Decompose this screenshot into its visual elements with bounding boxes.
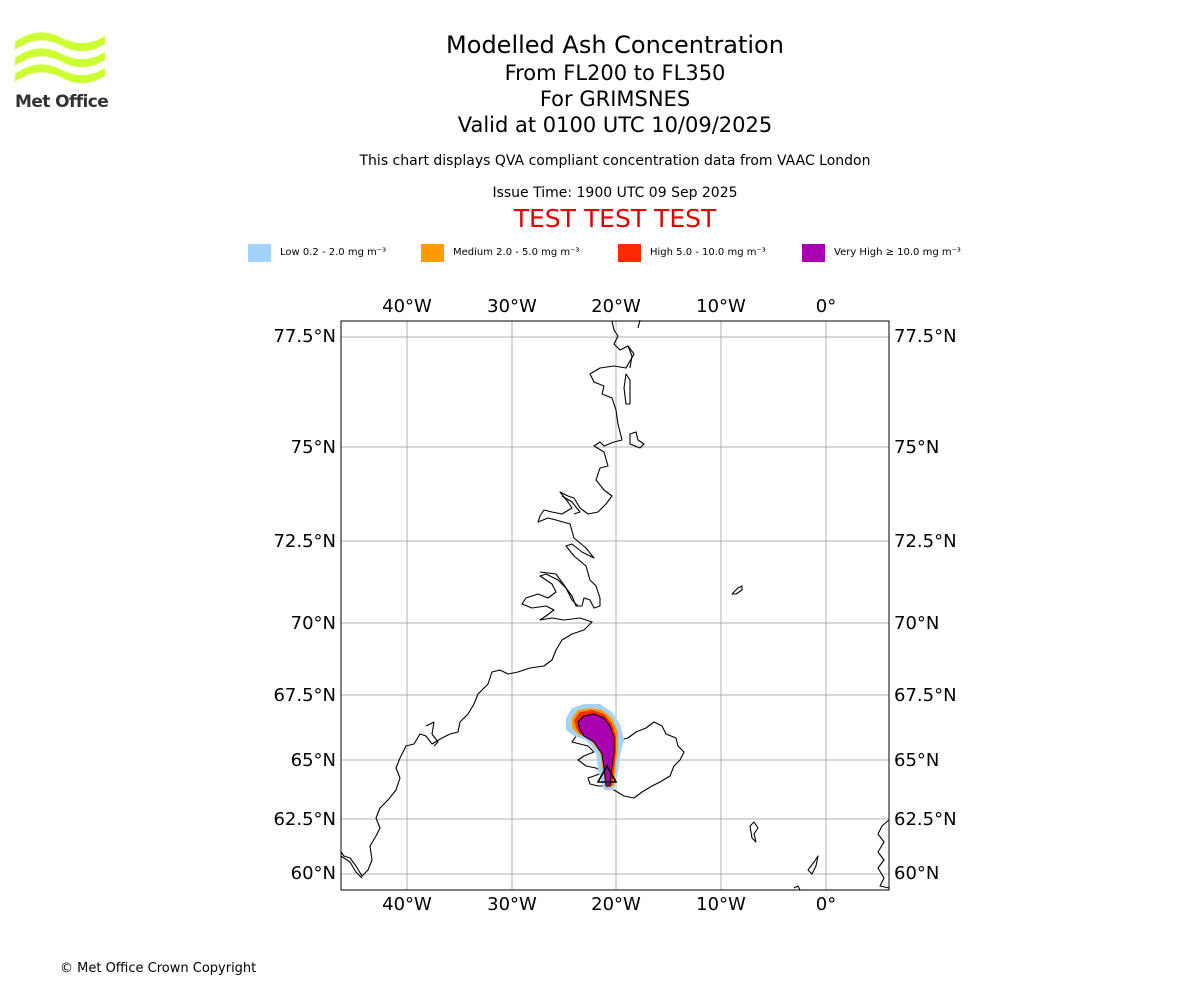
faroe-islands-coast xyxy=(749,821,759,843)
greenland-fjord-2 xyxy=(623,373,631,405)
greenland-fjord-1 xyxy=(627,345,633,369)
map-frame xyxy=(340,320,890,891)
left-lat-labels: 77.5°N 75°N 72.5°N 70°N 67.5°N 65°N 62.5… xyxy=(273,326,336,884)
lat-label-left-77-5n: 77.5°N xyxy=(273,326,336,347)
ash-plume xyxy=(566,704,624,790)
lat-label-right-60n: 60°N xyxy=(894,863,939,884)
lat-label-right-67-5n: 67.5°N xyxy=(894,685,957,706)
chart-description: This chart displays QVA compliant concen… xyxy=(359,153,871,169)
legend-label-medium: Medium 2.0 - 5.0 mg m⁻³ xyxy=(453,247,580,258)
lon-label-top-40w: 40°W xyxy=(382,296,432,317)
test-banner: TEST TEST TEST xyxy=(513,204,717,233)
flight-level-range: From FL200 to FL350 xyxy=(504,61,726,85)
greenland-east-coast xyxy=(340,320,635,877)
lat-label-left-65n: 65°N xyxy=(291,750,336,771)
legend-swatch-low xyxy=(248,244,271,262)
lon-label-bottom-40w: 40°W xyxy=(382,894,432,915)
lat-label-right-75n: 75°N xyxy=(894,437,939,458)
right-lat-labels: 77.5°N 75°N 72.5°N 70°N 67.5°N 65°N 62.5… xyxy=(894,326,957,884)
lon-label-bottom-10w: 10°W xyxy=(696,894,746,915)
lat-label-left-67-5n: 67.5°N xyxy=(273,685,336,706)
shetland-coast xyxy=(807,855,819,875)
lon-label-bottom-30w: 30°W xyxy=(487,894,537,915)
coastlines xyxy=(340,319,890,891)
lon-label-bottom-0: 0° xyxy=(816,894,836,915)
greenland-south-tip xyxy=(340,855,363,879)
lat-label-right-77-5n: 77.5°N xyxy=(894,326,957,347)
legend-swatch-high xyxy=(618,244,641,262)
copyright-notice: © Met Office Crown Copyright xyxy=(60,961,257,976)
lat-label-right-62-5n: 62.5°N xyxy=(894,809,957,830)
norway-coast xyxy=(877,819,890,889)
chart-header: Modelled Ash Concentration From FL200 to… xyxy=(0,30,1200,234)
graticule xyxy=(341,321,889,890)
volcano-name: For GRIMSNES xyxy=(539,87,691,111)
valid-time: Valid at 0100 UTC 10/09/2025 xyxy=(457,113,773,137)
lon-label-top-20w: 20°W xyxy=(591,296,641,317)
bottom-lon-labels: 40°W 30°W 20°W 10°W 0° xyxy=(382,894,836,915)
lat-label-left-62-5n: 62.5°N xyxy=(273,809,336,830)
jan-mayen-coast xyxy=(731,585,743,595)
legend-label-high: High 5.0 - 10.0 mg m⁻³ xyxy=(650,247,766,258)
greenland-fjord-3 xyxy=(629,431,645,449)
lat-label-right-70n: 70°N xyxy=(894,613,939,634)
greenland-fjord-6 xyxy=(561,495,581,515)
greenland-fjord-5 xyxy=(425,721,439,747)
legend-swatch-medium xyxy=(421,244,444,262)
lat-label-left-70n: 70°N xyxy=(291,613,336,634)
lon-label-top-10w: 10°W xyxy=(696,296,746,317)
lat-label-left-72-5n: 72.5°N xyxy=(273,531,336,552)
orkney-coast xyxy=(793,885,801,891)
greenland-fjord-4 xyxy=(539,571,579,607)
lon-label-top-30w: 30°W xyxy=(487,296,537,317)
legend-label-very-high: Very High ≥ 10.0 mg m⁻³ xyxy=(834,247,961,258)
logo-text: Met Office xyxy=(15,92,109,112)
legend-swatch-very-high xyxy=(802,244,825,262)
iceland-coast xyxy=(571,721,685,799)
met-office-logo xyxy=(15,32,105,84)
legend-label-low: Low 0.2 - 2.0 mg m⁻³ xyxy=(280,247,387,258)
lat-label-left-75n: 75°N xyxy=(291,437,336,458)
lon-label-top-0: 0° xyxy=(816,296,836,317)
lat-label-right-72-5n: 72.5°N xyxy=(894,531,957,552)
chart-title: Modelled Ash Concentration xyxy=(446,31,784,59)
lon-label-bottom-20w: 20°W xyxy=(591,894,641,915)
lat-label-right-65n: 65°N xyxy=(894,750,939,771)
top-lon-labels: 40°W 30°W 20°W 10°W 0° xyxy=(382,296,836,317)
issue-time: Issue Time: 1900 UTC 09 Sep 2025 xyxy=(492,185,738,201)
lat-label-left-60n: 60°N xyxy=(291,863,336,884)
ash-map: 40°W 30°W 20°W 10°W 0° 40°W 30°W 20°W 10… xyxy=(273,296,957,915)
volcano-marker xyxy=(596,764,618,783)
